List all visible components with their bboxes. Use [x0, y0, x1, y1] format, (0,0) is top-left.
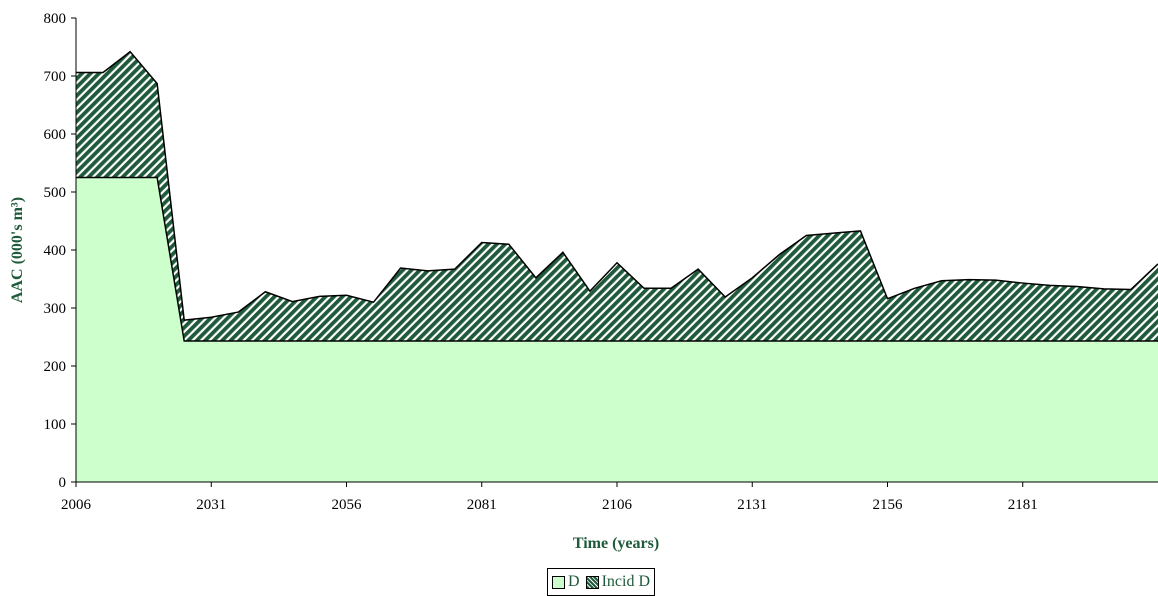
x-tick-label: 2181: [1008, 497, 1038, 513]
legend-label-incid-d: Incid D: [601, 573, 650, 590]
y-tick-label: 100: [44, 417, 67, 433]
x-tick-label: 2006: [61, 497, 92, 513]
x-tick-label: 2131: [737, 497, 767, 513]
legend: D Incid D: [547, 568, 655, 596]
series-line-incid-d: [76, 50, 1158, 322]
y-tick-label: 800: [44, 11, 67, 27]
plot-area: [75, 50, 1158, 482]
y-tick-label: 300: [44, 301, 67, 317]
y-tick-label: 0: [59, 475, 67, 491]
y-tick-label: 200: [44, 359, 67, 375]
x-tick-label: 2031: [196, 497, 226, 513]
x-tick-label: 2081: [467, 497, 497, 513]
series-area-d: [76, 177, 1158, 482]
legend-swatch-incid-d: [585, 575, 599, 589]
legend-item-d: D: [552, 573, 580, 591]
y-tick-label: 400: [44, 243, 67, 259]
y-tick-label: 700: [44, 69, 67, 85]
y-axis-title: AAC (000's m³): [9, 197, 26, 303]
y-tick-label: 600: [44, 127, 67, 143]
series-line-d: [76, 176, 1158, 342]
legend-item-incid-d: Incid D: [585, 573, 650, 591]
x-tick-label: 2156: [873, 497, 904, 513]
legend-label-d: D: [568, 573, 580, 590]
y-tick-label: 500: [44, 185, 67, 201]
axes: 0 100 200 300 400 500 600 700 800 2006 2031 2056 208…: [44, 11, 1158, 513]
x-tick-label: 2106: [602, 497, 633, 513]
x-tick-label: 2056: [332, 497, 363, 513]
series-area-incid-d: [76, 51, 1158, 342]
x-axis-title: Time (years): [573, 535, 659, 552]
legend-swatch-d: [552, 575, 565, 589]
